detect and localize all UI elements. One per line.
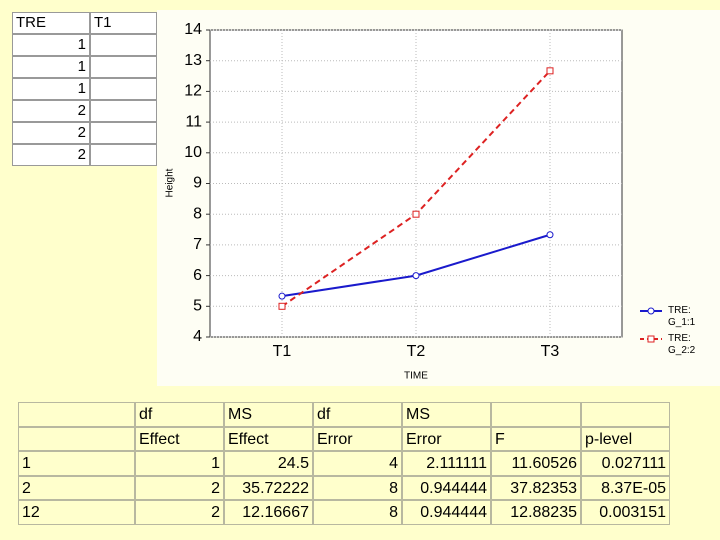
cell: 2 <box>12 100 90 122</box>
legend-label: TRE: G_1:1 <box>668 305 696 328</box>
legend-label: TRE: G_2:2 <box>668 333 696 356</box>
table-cell: 0.944444 <box>402 500 491 525</box>
table-cell: df <box>313 402 402 427</box>
cell <box>90 34 157 56</box>
table-cell: 0.944444 <box>402 475 491 500</box>
cell: 1 <box>12 56 90 78</box>
table-cell <box>18 402 135 427</box>
y-tick-label: 13 <box>184 52 202 69</box>
point <box>278 292 286 300</box>
x-tick-label: T2 <box>407 343 426 360</box>
y-tick-label: 11 <box>185 113 202 130</box>
cell <box>90 144 157 166</box>
table-cell: 11.60526 <box>491 451 581 476</box>
table-cell: 8 <box>313 500 402 525</box>
cell <box>90 100 157 122</box>
table-cell: Effect <box>224 426 313 451</box>
y-tick-label: 10 <box>184 144 202 161</box>
x-axis-title: TIME <box>404 371 428 382</box>
y-tick-label: 12 <box>184 83 202 100</box>
point <box>412 272 420 280</box>
table-cell: 0.027111 <box>581 451 670 476</box>
table-cell: Error <box>402 426 491 451</box>
legend-marker <box>647 335 655 343</box>
table-cell: 12.88235 <box>491 500 581 525</box>
y-tick-label: 9 <box>193 175 202 192</box>
table-cell: df <box>135 402 224 427</box>
table-cell: 4 <box>313 451 402 476</box>
table-cell: 24.5 <box>224 451 313 476</box>
table-cell <box>491 402 581 427</box>
header-cell: TRE <box>12 12 90 34</box>
table-cell: 2.111111 <box>402 451 491 476</box>
table-cell: 2 <box>18 475 135 500</box>
x-tick-label: T1 <box>273 343 292 360</box>
table-cell: 35.72222 <box>224 475 313 500</box>
cell <box>90 122 157 144</box>
table-cell: 2 <box>135 500 224 525</box>
table-cell: 12 <box>18 500 135 525</box>
chart: TIME Height 4 5 6 7 8 9 10 11 12 13 14 T1 T2 T3 <box>165 21 662 382</box>
y-axis-title: Height <box>165 168 176 197</box>
cell: 1 <box>12 78 90 100</box>
table-cell: p-level <box>581 426 670 451</box>
cell: 2 <box>12 122 90 144</box>
x-tick-label: T3 <box>541 343 560 360</box>
y-tick-label: 6 <box>193 267 202 284</box>
table-cell: 8.37E-05 <box>581 475 670 500</box>
table-cell: 1 <box>135 451 224 476</box>
header-cell: T1 <box>90 12 157 34</box>
table-cell: 37.82353 <box>491 475 581 500</box>
table-cell: 12.16667 <box>224 500 313 525</box>
cell <box>90 78 157 100</box>
point <box>412 210 420 218</box>
cell: 1 <box>12 34 90 56</box>
table-cell: F <box>491 426 581 451</box>
point <box>546 231 554 239</box>
cell: 2 <box>12 144 90 166</box>
table-cell: Effect <box>135 426 224 451</box>
table-cell <box>581 402 670 427</box>
table-cell: 0.003151 <box>581 500 670 525</box>
table-cell: 2 <box>135 475 224 500</box>
cell <box>90 56 157 78</box>
table-cell <box>18 426 135 451</box>
point <box>278 302 286 310</box>
table-cell: Error <box>313 426 402 451</box>
table-cell: 1 <box>18 451 135 476</box>
table-cell: MS <box>224 402 313 427</box>
y-tick-label: 8 <box>193 205 202 222</box>
y-tick-label: 14 <box>184 21 202 38</box>
table-cell: 8 <box>313 475 402 500</box>
legend-marker <box>647 307 655 315</box>
y-tick-label: 5 <box>193 298 202 315</box>
point <box>546 67 554 75</box>
y-tick-label: 4 <box>193 328 202 345</box>
y-tick-label: 7 <box>193 236 202 253</box>
table-cell: MS <box>402 402 491 427</box>
